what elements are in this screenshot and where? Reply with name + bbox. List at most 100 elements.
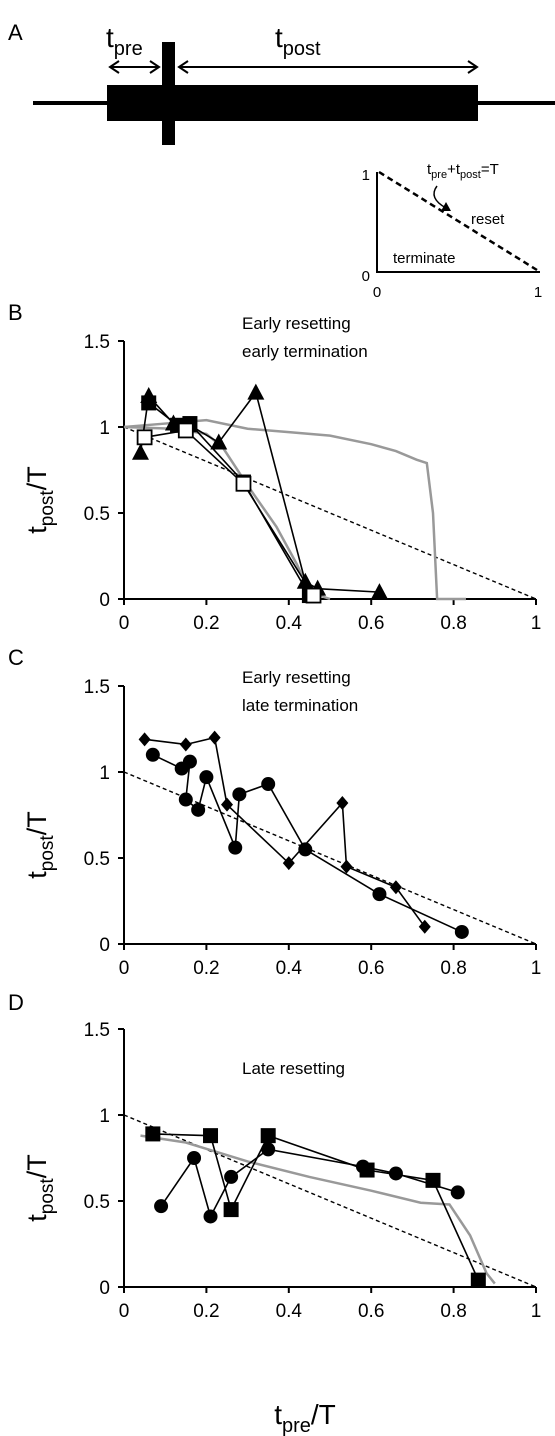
inset-diagonal xyxy=(378,170,538,272)
x-tick-label: 0.6 xyxy=(358,613,384,634)
panel-letter-b: B xyxy=(8,300,23,325)
data-point-square xyxy=(145,1126,161,1142)
stimulus-marker xyxy=(162,42,175,145)
data-point-circle xyxy=(178,792,193,807)
data-point-open-square xyxy=(136,429,153,446)
data-point-square xyxy=(425,1172,441,1188)
data-point-triangle xyxy=(370,583,388,600)
data-point-diamond xyxy=(282,856,295,871)
x-tick-label: 0.4 xyxy=(276,613,303,634)
data-point-circle xyxy=(450,1185,465,1200)
data-point-circle xyxy=(355,1159,370,1174)
data-point-triangle xyxy=(247,383,265,400)
panel-d-ylabel: tpost/T xyxy=(22,1154,58,1221)
x-tick-label: 0.8 xyxy=(440,613,466,634)
data-point-square xyxy=(470,1272,486,1288)
x-axis-label: tpre/T xyxy=(274,1399,336,1436)
x-tick-label: 0.8 xyxy=(440,958,466,979)
chart-c: 0 0.5 1 1.5 0 0.2 0.4 0.6 0.8 1 xyxy=(84,677,542,979)
inset-pointer-arrow xyxy=(433,185,447,209)
inset-pointer-head xyxy=(441,202,451,211)
data-point-circle xyxy=(388,1166,403,1181)
data-point-open-square xyxy=(305,587,322,604)
data-point-circle xyxy=(454,924,469,939)
inset-ytick-0: 0 xyxy=(362,268,370,285)
x-tick-label: 1 xyxy=(531,1301,542,1322)
reference-line xyxy=(123,426,537,600)
x-tick-label: 0.2 xyxy=(193,613,219,634)
inset-ytick-1: 1 xyxy=(362,167,370,184)
data-point-diamond xyxy=(336,795,349,810)
x-tick-label: 0.6 xyxy=(358,1301,384,1322)
y-tick-label: 1 xyxy=(99,763,110,784)
panel-c-annotation-1: Early resetting xyxy=(242,668,351,687)
data-point-open-square xyxy=(235,475,252,492)
x-tick-label: 0 xyxy=(119,958,130,979)
data-point-circle xyxy=(182,754,197,769)
inset-reset-label: reset xyxy=(471,211,505,228)
x-tick-label: 0.6 xyxy=(358,958,384,979)
panel-b-annotation-1: Early resetting xyxy=(242,314,351,333)
y-tick-label: 0.5 xyxy=(84,504,110,525)
x-tick-label: 1 xyxy=(531,613,542,634)
panel-a: A tpre tpost 1 0 0 1 tpre+tpost=T xyxy=(8,20,555,301)
x-tick-label: 1 xyxy=(531,958,542,979)
inset-terminate-label: terminate xyxy=(393,250,456,267)
chart-b: 0 0.5 1 1.5 0 0.2 0.4 0.6 0.8 1 xyxy=(84,332,542,634)
inset-equation: tpre+tpost=T xyxy=(427,161,499,181)
data-point-triangle xyxy=(210,433,228,450)
data-point-square xyxy=(203,1128,219,1144)
data-point-circle xyxy=(261,777,276,792)
data-point-circle xyxy=(199,770,214,785)
inset-plot: 1 0 0 1 tpre+tpost=T reset terminate xyxy=(362,161,543,301)
data-point-diamond xyxy=(208,730,221,745)
x-tick-label: 0.4 xyxy=(276,958,303,979)
t-pre-label: tpre xyxy=(106,22,143,60)
panel-c-ylabel: tpost/T xyxy=(22,811,58,878)
panel-letter-c: C xyxy=(8,645,24,670)
x-tick-label: 0 xyxy=(119,613,130,634)
y-tick-label: 0.5 xyxy=(84,1192,110,1213)
data-point-diamond xyxy=(340,859,353,874)
data-point-diamond xyxy=(389,880,402,895)
y-tick-label: 1.5 xyxy=(84,1020,110,1041)
data-point-circle xyxy=(154,1199,169,1214)
chart-d: 0 0.5 1 1.5 0 0.2 0.4 0.6 0.8 1 xyxy=(84,1020,542,1322)
panel-b-annotation-2: early termination xyxy=(242,342,368,361)
y-tick-label: 0 xyxy=(99,935,110,956)
data-point-circle xyxy=(298,842,313,857)
data-point-triangle xyxy=(296,572,314,589)
x-tick-label: 0 xyxy=(119,1301,130,1322)
series-line-none xyxy=(140,1134,496,1285)
x-tick-label: 0.2 xyxy=(193,958,219,979)
y-tick-label: 1 xyxy=(99,418,110,439)
panel-c-annotation-2: late termination xyxy=(242,696,358,715)
data-point-diamond xyxy=(179,737,192,752)
reference-line xyxy=(123,771,537,945)
data-point-diamond xyxy=(221,797,233,812)
inset-xtick-0: 0 xyxy=(373,284,381,301)
x-tick-label: 0.2 xyxy=(193,1301,219,1322)
data-point-circle xyxy=(372,887,387,902)
panel-letter-a: A xyxy=(8,20,23,45)
series-line-open-square xyxy=(144,429,315,596)
data-point-circle xyxy=(232,787,247,802)
series-line-none xyxy=(123,418,466,601)
data-point-square xyxy=(260,1128,276,1144)
t-pre-arrow xyxy=(108,60,161,74)
y-tick-label: 1 xyxy=(99,1106,110,1127)
y-tick-label: 1.5 xyxy=(84,332,110,353)
data-point-open-square xyxy=(177,422,194,439)
data-point-square xyxy=(223,1202,239,1218)
data-point-circle xyxy=(145,747,160,762)
t-post-label: tpost xyxy=(275,22,321,60)
panel-b-ylabel: tpost/T xyxy=(22,466,58,533)
y-tick-label: 0 xyxy=(99,590,110,611)
inset-xtick-1: 1 xyxy=(534,284,542,301)
x-tick-label: 0.8 xyxy=(440,1301,466,1322)
data-point-circle xyxy=(228,840,243,855)
series-line-circle xyxy=(160,1148,458,1219)
reference-line xyxy=(123,1114,537,1288)
x-tick-label: 0.4 xyxy=(276,1301,303,1322)
